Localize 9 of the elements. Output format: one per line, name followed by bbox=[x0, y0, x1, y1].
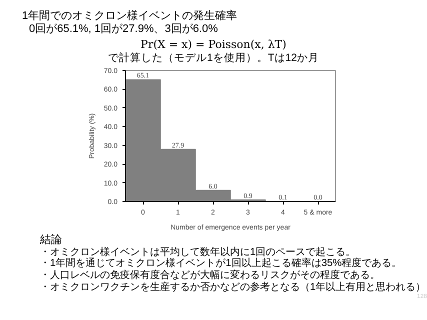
text: ・1年間を通じてオミクロン様イベントが1回以上起こる確率は35%程度である。 bbox=[40, 258, 402, 270]
text: ・人口レベルの免疫保有度合などが大幅に変わるリスクがその程度である。 bbox=[40, 270, 380, 282]
text: ・オミクロンワクチンを生産するか否かなどの参考となる（1年以上有用と思われる） bbox=[40, 282, 426, 294]
text: 結論 bbox=[40, 234, 62, 247]
chart-title: 1年間でのオミクロン様イベントの発生確率 bbox=[22, 10, 238, 23]
text: ・オミクロン様イベントは平均して数年以内に1回のペースで起こる。 bbox=[40, 246, 356, 258]
chart-subtitle: 0回が65.1%, 1回が27.9%、3回が6.0% bbox=[29, 22, 218, 36]
text: Pr(X = x) = Poisson(x, λT) bbox=[140, 38, 286, 52]
text: で計算した（モデル1を使用）。Tは12か月 bbox=[108, 52, 319, 64]
